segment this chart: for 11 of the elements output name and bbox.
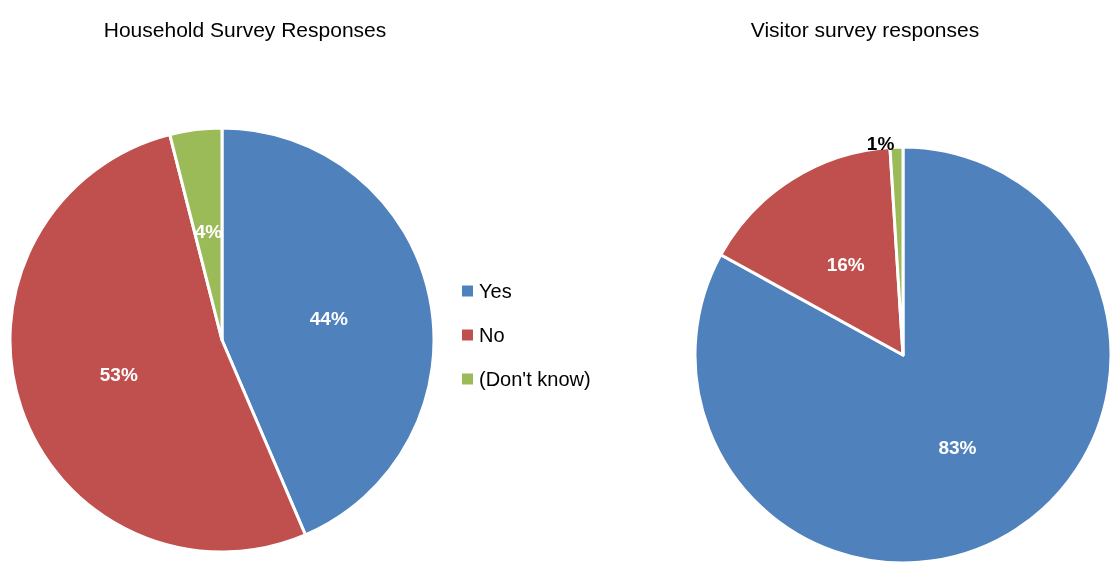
data-label: 44%: [309, 307, 348, 329]
data-label: 1%: [866, 132, 895, 154]
legend-label: No: [479, 324, 505, 346]
chart-title: Household Survey Responses: [103, 18, 387, 41]
chart-title: Visitor survey responses: [750, 18, 980, 41]
legend-label: Yes: [479, 280, 512, 302]
data-label: 53%: [99, 364, 138, 386]
legend-label: (Don't know): [479, 368, 591, 390]
data-label: 83%: [938, 436, 977, 458]
data-label: 4%: [194, 221, 223, 243]
data-label: 16%: [826, 254, 865, 276]
